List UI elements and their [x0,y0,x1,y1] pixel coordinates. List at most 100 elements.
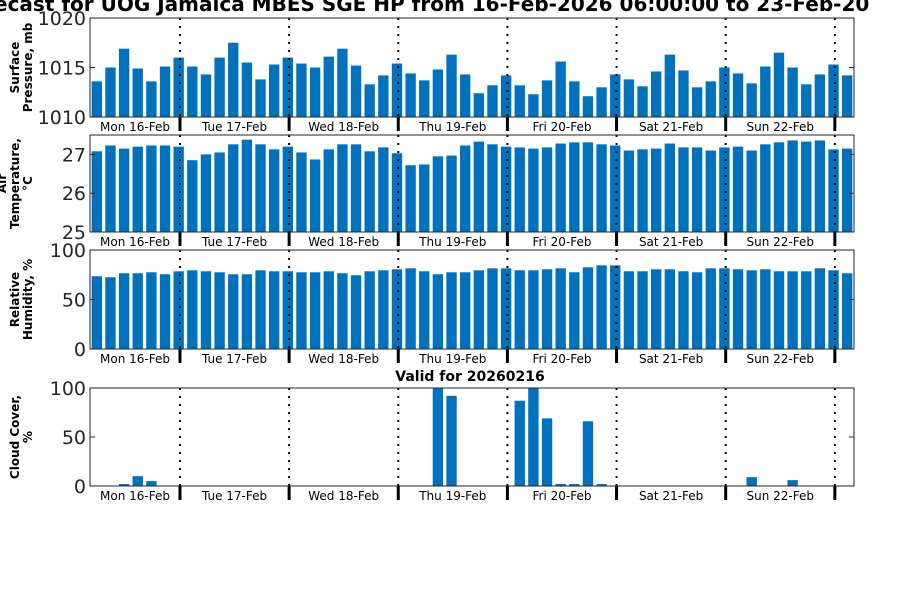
x-day-label: Sun 22-Feb [747,489,815,503]
bar [146,81,157,117]
bar [446,395,457,486]
y-tick-label: 50 [62,427,86,449]
bar [432,156,444,232]
bar [405,73,416,117]
bar [214,57,225,117]
bar [118,484,130,486]
bar [691,147,703,232]
bar [432,69,444,117]
x-day-label: Wed 18-Feb [308,352,379,366]
bar [173,146,184,232]
x-day-label: Sat 21-Feb [639,489,703,503]
bar [773,271,785,349]
bar [487,85,498,117]
bar [432,388,444,486]
bar [350,275,362,349]
bar [282,57,294,117]
x-day-label: Fri 20-Feb [532,235,591,249]
bar [378,75,389,117]
bar [569,272,580,349]
x-day-label: Tue 17-Feb [201,489,267,503]
x-day-label: Thu 19-Feb [418,120,486,134]
bar [118,48,130,117]
bar [787,140,798,232]
bar [691,272,703,349]
bar [664,143,676,232]
x-day-label: Thu 19-Feb [418,235,486,249]
bar [241,274,253,349]
bar [159,145,171,232]
bar [719,268,730,349]
bar [541,269,553,349]
x-day-label: Sun 22-Feb [747,352,815,366]
y-tick-label: 1015 [38,58,86,80]
y-axis-label: AirTemperature,°C [0,138,35,229]
bar [787,271,798,349]
bar [391,153,403,232]
bar [705,81,716,117]
bar [500,268,512,349]
bar [296,152,307,232]
bar [228,42,239,117]
bar [432,274,444,349]
bar [732,146,744,232]
bar [841,273,853,349]
y-tick-label: 0 [74,339,86,361]
bar [378,270,389,349]
bar [419,271,430,349]
bar [255,270,266,349]
x-day-label: Mon 16-Feb [100,120,170,134]
bar [760,269,771,349]
bar [841,148,853,232]
bar [187,270,198,349]
y-axis-label: SurfacePressure, mb [8,22,35,112]
bar [187,160,198,232]
bar [841,75,853,117]
bar [637,149,648,232]
bar [582,267,594,349]
bar [760,144,771,232]
bar [309,159,321,232]
bar [91,276,103,349]
bar [459,145,471,232]
x-day-label: Sun 22-Feb [747,235,815,249]
bar [610,145,621,232]
bar [296,63,307,117]
bar [200,271,212,349]
x-day-label: Tue 17-Feb [201,235,267,249]
x-day-label: Tue 17-Feb [201,120,267,134]
bar [528,148,539,232]
bar [364,151,375,232]
bar [473,141,485,232]
bar [200,154,212,232]
bar [678,70,689,117]
bar [678,271,689,349]
bar [255,79,266,117]
bar [91,81,103,117]
bar [323,271,334,349]
x-day-label: Tue 17-Feb [201,352,267,366]
bar [241,62,253,117]
bar [746,477,757,486]
bar [650,71,662,117]
bar [596,144,607,232]
bar [473,93,485,117]
bar [268,271,280,349]
bar [364,84,375,117]
bar [828,149,839,232]
bar [91,151,103,232]
x-day-label: Sat 21-Feb [639,120,703,134]
bar [801,141,812,232]
axes-box [89,134,855,233]
bar [555,143,566,232]
y-tick-label: 100 [50,378,86,400]
bar [500,75,512,117]
bar [391,63,403,117]
bar [214,152,225,232]
bar [514,270,525,349]
bar [569,142,580,232]
bar [132,476,143,486]
bar [241,139,253,232]
bar [337,144,348,232]
